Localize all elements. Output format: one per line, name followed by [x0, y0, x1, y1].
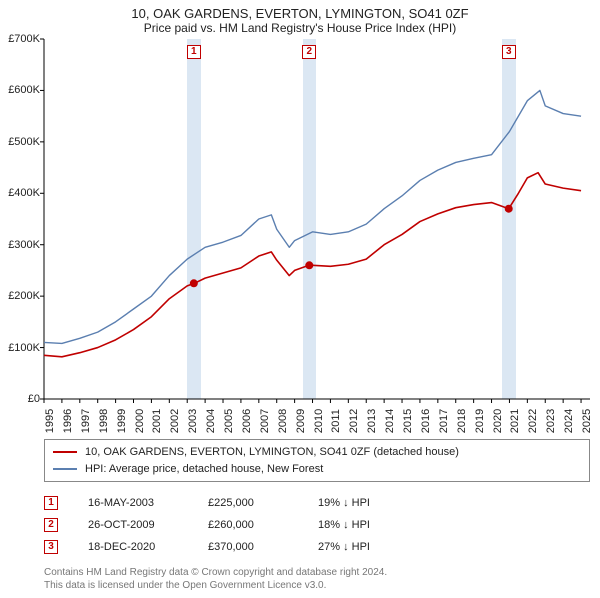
event-date: 16-MAY-2003: [88, 497, 178, 509]
y-tick-label: £500K: [0, 136, 40, 148]
x-tick-label: 1999: [116, 409, 128, 433]
chart-container: 10, OAK GARDENS, EVERTON, LYMINGTON, SO4…: [0, 0, 600, 592]
event-hpi-delta: 19% ↓ HPI: [318, 497, 408, 509]
attribution: Contains HM Land Registry data © Crown c…: [44, 566, 590, 592]
x-tick-label: 2005: [223, 409, 235, 433]
chart-title: 10, OAK GARDENS, EVERTON, LYMINGTON, SO4…: [0, 0, 600, 21]
event-dot: [190, 279, 198, 287]
y-tick-label: £200K: [0, 290, 40, 302]
x-tick-label: 2011: [330, 409, 342, 433]
x-tick-label: 2012: [348, 409, 360, 433]
y-tick-label: £300K: [0, 239, 40, 251]
x-tick-label: 1995: [44, 409, 56, 433]
chart-subtitle: Price paid vs. HM Land Registry's House …: [0, 21, 600, 39]
x-tick-label: 2003: [187, 409, 199, 433]
legend-swatch: [53, 468, 77, 470]
x-tick-label: 2002: [169, 409, 181, 433]
event-price: £225,000: [208, 497, 288, 509]
event-row: 2 26-OCT-2009 £260,000 18% ↓ HPI: [44, 514, 590, 536]
legend: 10, OAK GARDENS, EVERTON, LYMINGTON, SO4…: [44, 439, 590, 482]
x-tick-label: 2001: [151, 409, 163, 433]
attribution-line: Contains HM Land Registry data © Crown c…: [44, 566, 590, 579]
y-tick-label: £700K: [0, 33, 40, 45]
event-number: 3: [44, 540, 58, 554]
x-tick-label: 2025: [581, 409, 593, 433]
x-tick-label: 2019: [474, 409, 486, 433]
y-tick-label: £400K: [0, 187, 40, 199]
event-price: £260,000: [208, 519, 288, 531]
event-number: 2: [44, 518, 58, 532]
x-tick-label: 2020: [492, 409, 504, 433]
legend-label: HPI: Average price, detached house, New …: [85, 461, 323, 478]
x-tick-label: 2021: [509, 409, 521, 433]
event-dot: [505, 205, 513, 213]
event-date: 26-OCT-2009: [88, 519, 178, 531]
legend-item: HPI: Average price, detached house, New …: [53, 461, 581, 478]
x-tick-label: 2013: [366, 409, 378, 433]
series-hpi: [44, 90, 581, 343]
x-tick-label: 2016: [420, 409, 432, 433]
x-tick-label: 2007: [259, 409, 271, 433]
x-tick-label: 2010: [313, 409, 325, 433]
x-tick-label: 2023: [545, 409, 557, 433]
x-tick-label: 2014: [384, 409, 396, 433]
y-tick-label: £600K: [0, 84, 40, 96]
event-number: 1: [44, 496, 58, 510]
legend-label: 10, OAK GARDENS, EVERTON, LYMINGTON, SO4…: [85, 444, 459, 461]
event-price: £370,000: [208, 541, 288, 553]
legend-item: 10, OAK GARDENS, EVERTON, LYMINGTON, SO4…: [53, 444, 581, 461]
plot-svg: [44, 39, 590, 399]
event-marker-label: 1: [187, 43, 201, 59]
event-dot: [305, 261, 313, 269]
x-tick-label: 2018: [456, 409, 468, 433]
x-tick-label: 2024: [563, 409, 575, 433]
x-tick-label: 2000: [134, 409, 146, 433]
x-tick-label: 1998: [98, 409, 110, 433]
plot-area: £0£100K£200K£300K£400K£500K£600K£700K199…: [44, 39, 590, 399]
event-marker-label: 3: [502, 43, 516, 59]
x-tick-label: 2008: [277, 409, 289, 433]
y-tick-label: £100K: [0, 342, 40, 354]
event-date: 18-DEC-2020: [88, 541, 178, 553]
x-tick-label: 2017: [438, 409, 450, 433]
event-hpi-delta: 18% ↓ HPI: [318, 519, 408, 531]
x-tick-label: 1997: [80, 409, 92, 433]
event-hpi-delta: 27% ↓ HPI: [318, 541, 408, 553]
x-tick-label: 2015: [402, 409, 414, 433]
x-tick-label: 2006: [241, 409, 253, 433]
legend-swatch: [53, 451, 77, 453]
x-tick-label: 2022: [527, 409, 539, 433]
attribution-line: This data is licensed under the Open Gov…: [44, 579, 590, 592]
y-tick-label: £0: [0, 393, 40, 405]
event-row: 3 18-DEC-2020 £370,000 27% ↓ HPI: [44, 536, 590, 558]
event-list: 1 16-MAY-2003 £225,000 19% ↓ HPI 2 26-OCT-200…: [44, 492, 590, 558]
x-tick-label: 2004: [205, 409, 217, 433]
x-tick-label: 2009: [295, 409, 307, 433]
x-tick-label: 1996: [62, 409, 74, 433]
event-row: 1 16-MAY-2003 £225,000 19% ↓ HPI: [44, 492, 590, 514]
event-marker-label: 2: [302, 43, 316, 59]
